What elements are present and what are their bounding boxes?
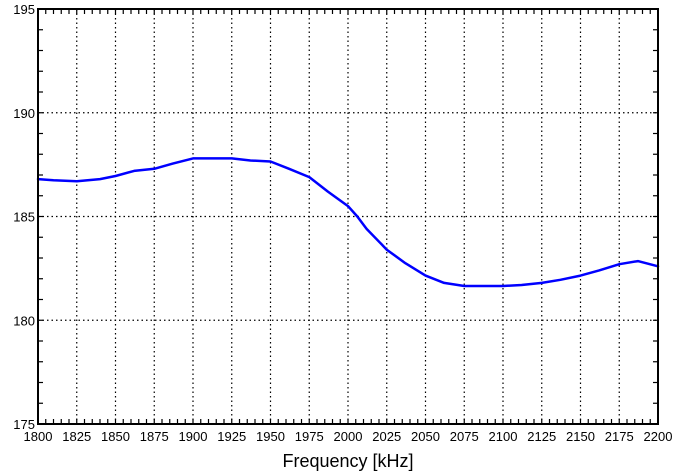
y-tick-label: 175 [13,417,35,432]
y-tick-label: 185 [13,210,35,225]
x-tick-label: 2200 [644,429,673,444]
x-tick-label: 1850 [101,429,130,444]
y-tick-label: 195 [13,2,35,17]
x-tick-label: 1900 [179,429,208,444]
series-line-1 [36,157,660,288]
series-layer [36,157,660,288]
x-tick-label: 1950 [256,429,285,444]
plot-frame [37,8,659,425]
x-tick-label: 1800 [24,429,53,444]
x-tick-label: 1875 [140,429,169,444]
x-tick-label: 1975 [295,429,324,444]
x-axis-title: Frequency [kHz] [282,451,413,471]
x-tick-labels: 1800 1825 1850 1875 1900 1925 1950 1975 2000 2025… [24,429,673,444]
x-tick-label: 2050 [411,429,440,444]
x-tick-label: 2100 [489,429,518,444]
x-tick-label: 2125 [527,429,556,444]
x-tick-label: 2175 [605,429,634,444]
grid [38,9,658,424]
x-tick-label: 2025 [372,429,401,444]
x-tick-label: 1925 [217,429,246,444]
x-tick-label: 1825 [62,429,91,444]
x-tick-label: 2000 [334,429,363,444]
x-tick-label: 2075 [450,429,479,444]
x-tick-label: 2150 [566,429,595,444]
y-tick-label: 190 [13,106,35,121]
y-tick-label: 180 [13,313,35,328]
y-tick-labels: 175 180 185 190 195 [13,2,35,432]
